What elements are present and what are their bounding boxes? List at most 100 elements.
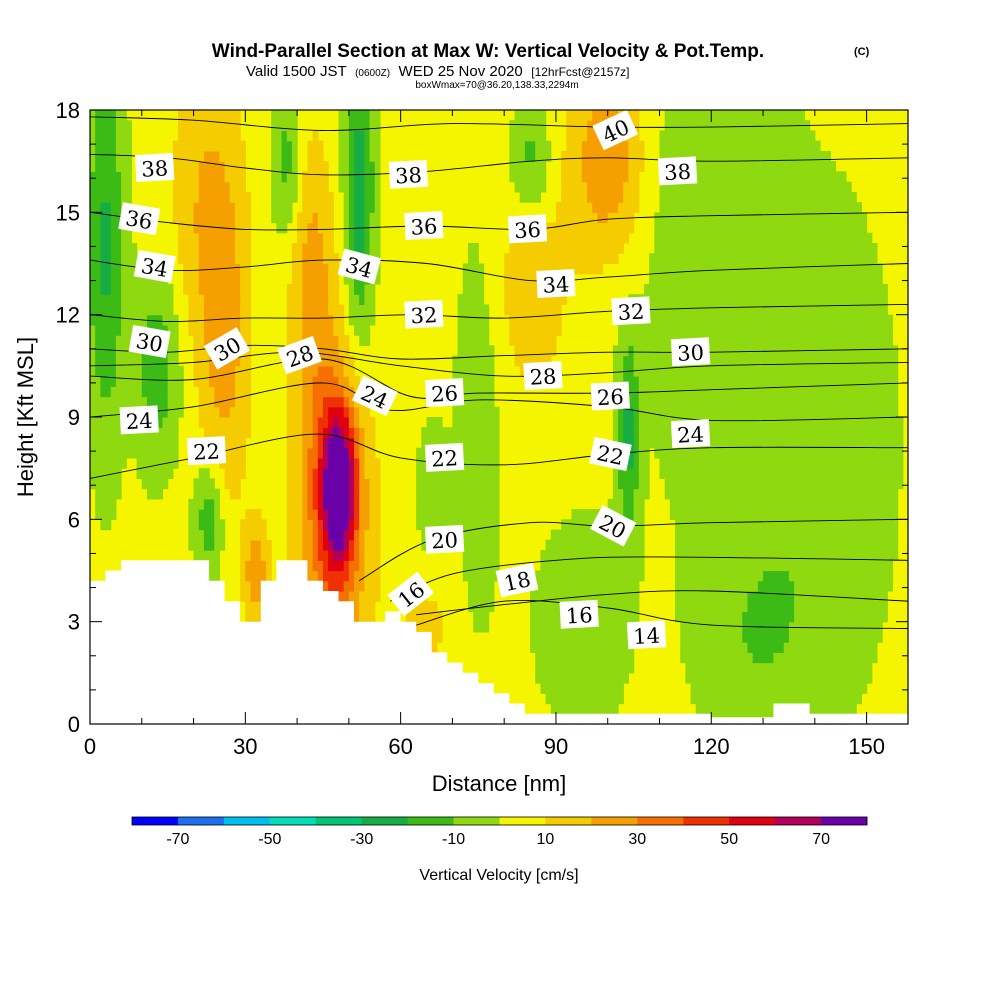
velocity-cell [597, 222, 604, 234]
velocity-cell [374, 222, 381, 234]
velocity-cell [250, 519, 257, 531]
velocity-cell [737, 140, 743, 152]
velocity-cell [338, 304, 345, 316]
velocity-cell [695, 447, 702, 459]
velocity-cell [576, 631, 583, 643]
velocity-cell [343, 468, 350, 479]
velocity-cell [322, 171, 329, 183]
velocity-cell [209, 396, 215, 408]
velocity-cell [467, 601, 474, 613]
velocity-cell [804, 263, 811, 275]
velocity-cell [291, 406, 298, 418]
velocity-cell [607, 662, 614, 674]
velocity-cell [721, 611, 728, 623]
velocity-cell [783, 161, 790, 172]
velocity-cell [141, 365, 148, 377]
velocity-cell [799, 212, 806, 224]
velocity-cell [581, 150, 588, 162]
velocity-cell [131, 263, 138, 275]
velocity-cell [90, 171, 96, 183]
velocity-cell [566, 212, 573, 224]
velocity-cell [514, 140, 521, 152]
velocity-cell [162, 294, 169, 306]
velocity-cell [571, 683, 578, 694]
velocity-cell [566, 253, 573, 265]
velocity-cell [680, 263, 686, 275]
velocity-cell [788, 427, 795, 439]
velocity-cell [752, 580, 759, 592]
velocity-cell [788, 672, 795, 684]
velocity-cell [649, 314, 655, 326]
velocity-cell [530, 150, 536, 162]
velocity-cell [209, 171, 215, 183]
velocity-cell [788, 365, 795, 377]
velocity-cell [478, 273, 485, 285]
velocity-cell [804, 457, 811, 469]
velocity-cell [623, 417, 630, 428]
velocity-cell [804, 335, 811, 346]
velocity-cell [115, 406, 122, 418]
velocity-cell [115, 110, 122, 121]
velocity-cell [747, 703, 754, 715]
velocity-cell [664, 478, 671, 490]
velocity-cell [731, 386, 738, 398]
velocity-cell [633, 150, 640, 162]
velocity-cell [752, 427, 759, 439]
velocity-cell [794, 529, 800, 541]
velocity-cell [773, 488, 780, 500]
velocity-cell [794, 693, 800, 705]
velocity-cell [726, 283, 733, 295]
velocity-cell [618, 427, 624, 439]
velocity-cell [695, 273, 702, 285]
velocity-cell [188, 283, 195, 295]
velocity-cell [478, 590, 485, 602]
velocity-cell [462, 539, 469, 551]
velocity-cell [421, 621, 428, 633]
velocity-cell [638, 396, 645, 408]
velocity-cell [198, 253, 205, 265]
velocity-cell [597, 693, 604, 705]
velocity-cell [343, 232, 350, 244]
velocity-cell [540, 304, 547, 316]
velocity-cell [555, 560, 562, 572]
velocity-cell [493, 550, 500, 561]
velocity-cell [612, 601, 619, 613]
velocity-cell [768, 703, 774, 715]
velocity-cell [302, 457, 309, 469]
velocity-cell [457, 304, 464, 316]
velocity-cell [467, 417, 474, 428]
velocity-cell [799, 642, 806, 653]
velocity-cell [95, 130, 101, 142]
velocity-cell [328, 212, 334, 224]
velocity-cell [240, 273, 246, 285]
velocity-cell [799, 662, 806, 674]
velocity-cell [374, 181, 381, 193]
velocity-cell [436, 509, 443, 520]
velocity-cell [214, 253, 221, 265]
velocity-cell [214, 488, 221, 500]
velocity-cell [783, 457, 790, 469]
velocity-cell [675, 253, 681, 265]
velocity-cell [162, 406, 169, 418]
velocity-cell [742, 631, 749, 643]
velocity-cell [618, 222, 624, 234]
velocity-cell [747, 672, 754, 684]
velocity-cell [121, 273, 127, 285]
velocity-cell [690, 519, 697, 531]
velocity-cell [110, 140, 117, 152]
velocity-cell [721, 191, 728, 203]
velocity-cell [203, 110, 210, 121]
velocity-cell [757, 304, 764, 316]
velocity-cell [478, 447, 485, 459]
velocity-cell [535, 642, 542, 653]
velocity-cell [788, 488, 795, 500]
velocity-cell [271, 212, 277, 224]
velocity-cell [711, 232, 718, 244]
velocity-cell [675, 386, 681, 398]
velocity-cell [757, 355, 764, 367]
velocity-cell [338, 324, 345, 336]
velocity-cell [675, 263, 681, 275]
velocity-cell [566, 580, 573, 592]
velocity-cell [374, 539, 381, 551]
velocity-cell [638, 437, 645, 449]
